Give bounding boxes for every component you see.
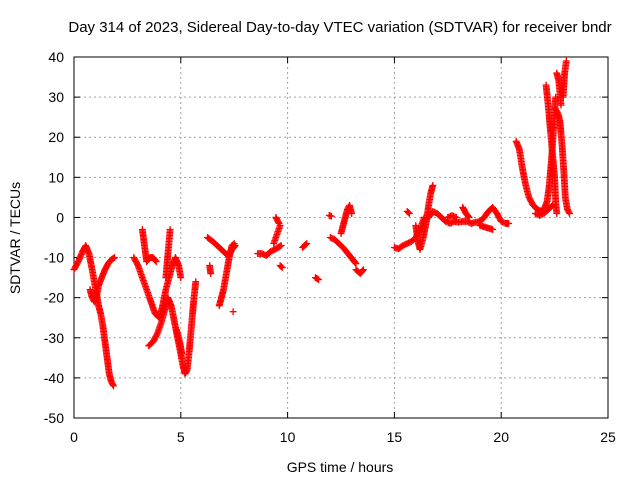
y-tick-label: -40 [44, 370, 64, 386]
trace-segment-5 [162, 226, 174, 282]
axis-ticks: 0 5 10 15 20 25 -50 -40 -30 -20 -10 0 10 20 30 40 [44, 49, 616, 445]
x-tick-label: 5 [177, 429, 185, 445]
x-axis-label: GPS time / hours [287, 459, 394, 475]
trace-segment-26 [459, 204, 473, 221]
trace-segment-15 [299, 240, 311, 251]
data-point [549, 202, 556, 209]
data-point [352, 260, 360, 267]
data-point [404, 209, 412, 216]
y-tick-label: 40 [48, 49, 64, 65]
trace-segment-8 [206, 262, 215, 277]
trace-segment-33 [531, 202, 556, 219]
y-tick-label: -10 [44, 250, 64, 266]
data-point [315, 276, 322, 284]
data-point [302, 241, 310, 248]
data-point [505, 220, 513, 227]
trace-segment-10 [229, 308, 237, 316]
data-point [152, 257, 159, 264]
data-point [229, 308, 237, 316]
y-axis-label: SDTVAR / TECUs [7, 182, 23, 294]
trace-segment-20 [352, 266, 367, 277]
data-point [230, 240, 238, 247]
plot-frame [73, 56, 609, 419]
data-point [452, 214, 460, 221]
data-point [277, 263, 285, 270]
data-point [553, 210, 561, 217]
trace-segment-4 [145, 278, 200, 378]
trace-segment-18 [326, 234, 360, 267]
trace-segment-31 [542, 81, 561, 217]
trace-segment-3 [138, 226, 160, 265]
data-point [178, 350, 186, 358]
data-series-bndr [70, 57, 573, 390]
trace-segment-13 [272, 214, 283, 227]
y-tick-label: 30 [48, 89, 64, 105]
trace-segment-2 [130, 254, 185, 322]
x-tick-label: 10 [280, 429, 296, 445]
data-point [278, 264, 286, 271]
data-point [327, 212, 335, 220]
data-point [229, 241, 237, 248]
trace-segment-17 [325, 212, 335, 220]
x-tick-label: 25 [600, 429, 616, 445]
trace-segment-14 [276, 262, 286, 271]
grid [74, 57, 608, 418]
trace-segment-22 [403, 208, 413, 217]
y-tick-label: 10 [48, 169, 64, 185]
data-point [207, 270, 215, 277]
data-point [348, 210, 356, 217]
trace-segment-6 [173, 326, 186, 358]
data-point [464, 213, 472, 220]
data-point [277, 242, 285, 249]
data-point [451, 213, 459, 221]
data-point [489, 226, 497, 233]
data-point [565, 208, 573, 216]
y-tick-label: 0 [56, 209, 64, 225]
trace-segment-32 [552, 105, 573, 217]
data-point [429, 181, 437, 189]
trace-segment-24 [425, 204, 513, 227]
data-point [192, 278, 200, 286]
trace-segment-30 [559, 57, 570, 101]
data-point [111, 254, 118, 261]
data-point [110, 254, 117, 262]
x-tick-label: 0 [70, 429, 78, 445]
trace-segment-27 [476, 222, 497, 233]
trace-segment-25 [444, 212, 460, 221]
data-point [110, 382, 117, 390]
y-tick-label: 20 [48, 129, 64, 145]
data-point [276, 242, 284, 250]
trace-segment-1 [86, 254, 118, 306]
data-point [562, 57, 570, 65]
trace-segment-19 [337, 202, 356, 237]
data-point [405, 210, 413, 217]
data-point [275, 220, 283, 227]
chart-title: Day 314 of 2023, Sidereal Day-to-day VTE… [68, 19, 611, 36]
y-tick-label: -20 [44, 290, 64, 306]
y-tick-label: -30 [44, 330, 64, 346]
trace-segment-9 [215, 240, 238, 310]
data-point [303, 240, 311, 247]
data-point [547, 203, 555, 210]
x-tick-label: 15 [387, 429, 403, 445]
data-point [177, 274, 185, 282]
trace-segment-11 [254, 242, 285, 259]
trace-segment-16 [311, 274, 322, 284]
data-point [359, 267, 367, 274]
y-tick-label: -50 [44, 410, 64, 426]
data-point [314, 275, 321, 283]
data-point [109, 381, 117, 388]
data-point [566, 210, 573, 217]
data-point [360, 266, 367, 273]
data-point [152, 258, 160, 265]
trace-segment-12 [270, 222, 284, 247]
data-point [166, 226, 174, 233]
x-tick-label: 20 [493, 429, 509, 445]
data-point [351, 259, 359, 266]
data-point [557, 101, 565, 109]
data-point [465, 214, 473, 221]
